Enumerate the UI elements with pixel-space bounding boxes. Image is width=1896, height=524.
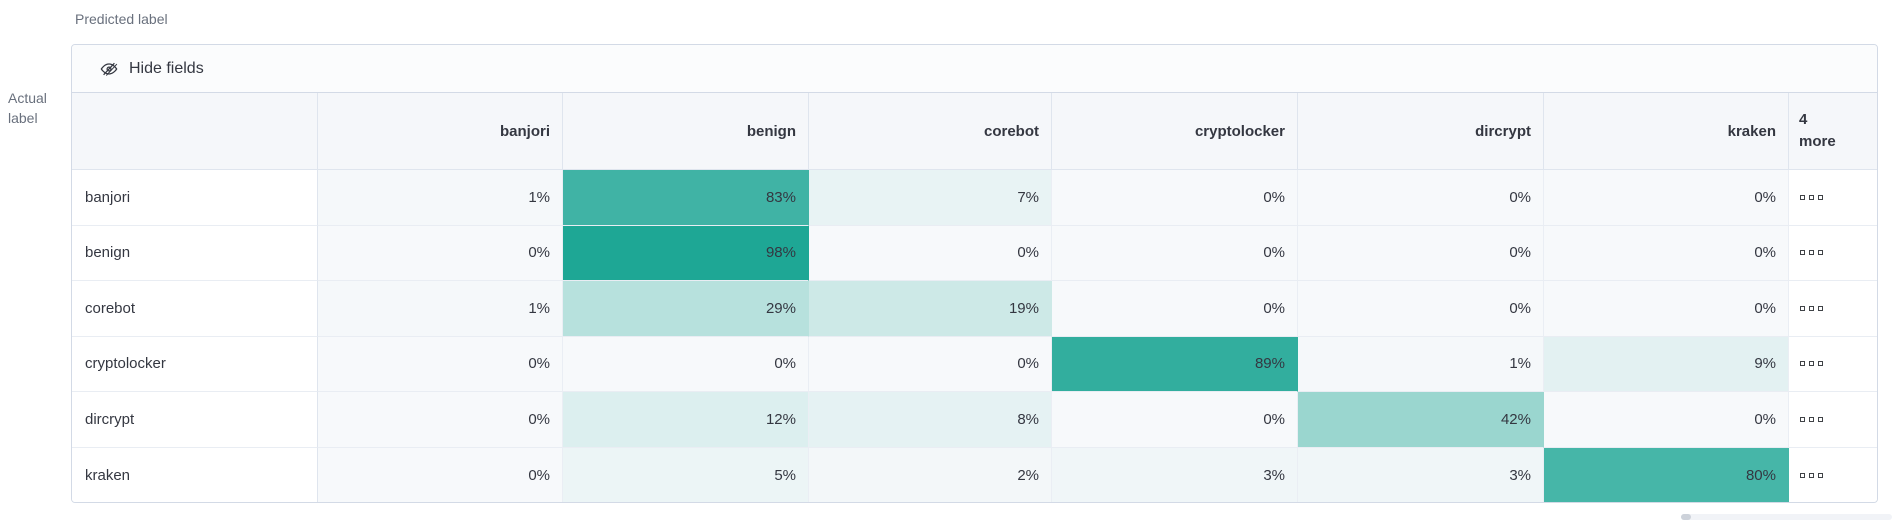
more-header-line1: 4 — [1799, 111, 1808, 128]
row-label-dircrypt: dircrypt — [72, 392, 318, 448]
cell-cryptolocker-benign[interactable]: 0% — [563, 336, 809, 392]
cell-dircrypt-cryptolocker[interactable]: 0% — [1052, 392, 1298, 448]
confusion-matrix-grid: banjori benign corebot cryptolocker dircrypt… — [72, 93, 1877, 502]
box-square — [1809, 305, 1814, 311]
row-label-banjori: banjori — [72, 170, 318, 226]
cell-banjori-banjori[interactable]: 1% — [318, 170, 563, 226]
box-square — [1809, 361, 1814, 367]
horizontal-scrollbar-thumb[interactable] — [1681, 514, 1691, 520]
cell-corebot-cryptolocker[interactable]: 0% — [1052, 281, 1298, 337]
boxes-horizontal-icon[interactable] — [1789, 170, 1877, 226]
datagrid-toolbar: Hide fields — [72, 45, 1877, 93]
box-square — [1818, 472, 1823, 478]
cell-cryptolocker-kraken[interactable]: 9% — [1544, 336, 1789, 392]
cell-banjori-corebot[interactable]: 7% — [809, 170, 1052, 226]
box-square — [1800, 472, 1805, 478]
hide-fields-button[interactable]: Hide fields — [100, 60, 204, 78]
cell-kraken-corebot[interactable]: 2% — [809, 447, 1052, 502]
column-header-banjori[interactable]: banjori — [318, 93, 563, 170]
cell-benign-dircrypt[interactable]: 0% — [1298, 225, 1544, 281]
cell-corebot-corebot[interactable]: 19% — [809, 281, 1052, 337]
actual-label-line2: label — [8, 110, 38, 126]
boxes-horizontal-icon[interactable] — [1789, 447, 1877, 502]
cell-cryptolocker-dircrypt[interactable]: 1% — [1298, 336, 1544, 392]
boxes-horizontal-icon[interactable] — [1789, 336, 1877, 392]
hide-fields-label: Hide fields — [129, 59, 204, 77]
cell-dircrypt-kraken[interactable]: 0% — [1544, 392, 1789, 448]
cell-kraken-cryptolocker[interactable]: 3% — [1052, 447, 1298, 502]
row-label-kraken: kraken — [72, 447, 318, 502]
cell-corebot-kraken[interactable]: 0% — [1544, 281, 1789, 337]
cell-kraken-kraken[interactable]: 80% — [1544, 447, 1789, 502]
cell-dircrypt-dircrypt[interactable]: 42% — [1298, 392, 1544, 448]
box-square — [1818, 194, 1823, 200]
boxes-horizontal-icon[interactable] — [1789, 392, 1877, 448]
column-header-benign[interactable]: benign — [563, 93, 809, 170]
box-square — [1809, 250, 1814, 256]
actual-label-line1: Actual — [8, 90, 47, 106]
cell-corebot-benign[interactable]: 29% — [563, 281, 809, 337]
box-square — [1800, 194, 1805, 200]
cell-cryptolocker-corebot[interactable]: 0% — [809, 336, 1052, 392]
column-header-cryptolocker[interactable]: cryptolocker — [1052, 93, 1298, 170]
cell-cryptolocker-cryptolocker[interactable]: 89% — [1052, 336, 1298, 392]
cell-banjori-benign[interactable]: 83% — [563, 170, 809, 226]
box-square — [1800, 361, 1805, 367]
box-square — [1809, 416, 1814, 422]
box-square — [1818, 250, 1823, 256]
column-header-corebot[interactable]: corebot — [809, 93, 1052, 170]
box-square — [1809, 472, 1814, 478]
box-square — [1818, 361, 1823, 367]
cell-banjori-cryptolocker[interactable]: 0% — [1052, 170, 1298, 226]
cell-kraken-benign[interactable]: 5% — [563, 447, 809, 502]
cell-cryptolocker-banjori[interactable]: 0% — [318, 336, 563, 392]
cell-benign-benign[interactable]: 98% — [563, 225, 809, 281]
row-label-corebot: corebot — [72, 281, 318, 337]
cell-corebot-dircrypt[interactable]: 0% — [1298, 281, 1544, 337]
box-square — [1818, 305, 1823, 311]
cell-benign-banjori[interactable]: 0% — [318, 225, 563, 281]
cell-benign-corebot[interactable]: 0% — [809, 225, 1052, 281]
row-label-cryptolocker: cryptolocker — [72, 336, 318, 392]
cell-dircrypt-banjori[interactable]: 0% — [318, 392, 563, 448]
more-header-line2: more — [1799, 133, 1836, 150]
boxes-horizontal-icon[interactable] — [1789, 225, 1877, 281]
box-square — [1809, 194, 1814, 200]
column-header-kraken[interactable]: kraken — [1544, 93, 1789, 170]
cell-benign-kraken[interactable]: 0% — [1544, 225, 1789, 281]
box-square — [1800, 250, 1805, 256]
box-square — [1818, 416, 1823, 422]
cell-banjori-dircrypt[interactable]: 0% — [1298, 170, 1544, 226]
cell-corebot-banjori[interactable]: 1% — [318, 281, 563, 337]
boxes-horizontal-icon[interactable] — [1789, 281, 1877, 337]
column-header-dircrypt[interactable]: dircrypt — [1298, 93, 1544, 170]
confusion-matrix-panel: Hide fields banjori benign corebot cryptolo… — [71, 44, 1878, 503]
cell-dircrypt-corebot[interactable]: 8% — [809, 392, 1052, 448]
cell-benign-cryptolocker[interactable]: 0% — [1052, 225, 1298, 281]
column-header-more[interactable]: 4 more — [1789, 93, 1877, 170]
predicted-label-axis-title: Predicted label — [75, 11, 168, 27]
cell-kraken-dircrypt[interactable]: 3% — [1298, 447, 1544, 502]
cell-dircrypt-benign[interactable]: 12% — [563, 392, 809, 448]
box-square — [1800, 416, 1805, 422]
eye-slash-icon — [100, 60, 118, 78]
horizontal-scrollbar[interactable] — [1681, 514, 1892, 520]
row-label-benign: benign — [72, 225, 318, 281]
box-square — [1800, 305, 1805, 311]
column-header-corner — [72, 93, 318, 170]
cell-kraken-banjori[interactable]: 0% — [318, 447, 563, 502]
cell-banjori-kraken[interactable]: 0% — [1544, 170, 1789, 226]
actual-label-axis-title: Actual label — [8, 88, 66, 128]
